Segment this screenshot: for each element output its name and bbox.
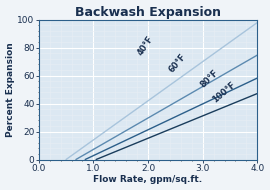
Title: Backwash Expansion: Backwash Expansion <box>75 6 221 19</box>
X-axis label: Flow Rate, gpm/sq.ft.: Flow Rate, gpm/sq.ft. <box>93 175 202 184</box>
Text: 100°F: 100°F <box>211 81 238 105</box>
Text: 40°F: 40°F <box>136 35 156 57</box>
Text: 80°F: 80°F <box>198 68 220 90</box>
Text: 60°F: 60°F <box>167 52 188 74</box>
Y-axis label: Percent Expansion: Percent Expansion <box>6 42 15 137</box>
